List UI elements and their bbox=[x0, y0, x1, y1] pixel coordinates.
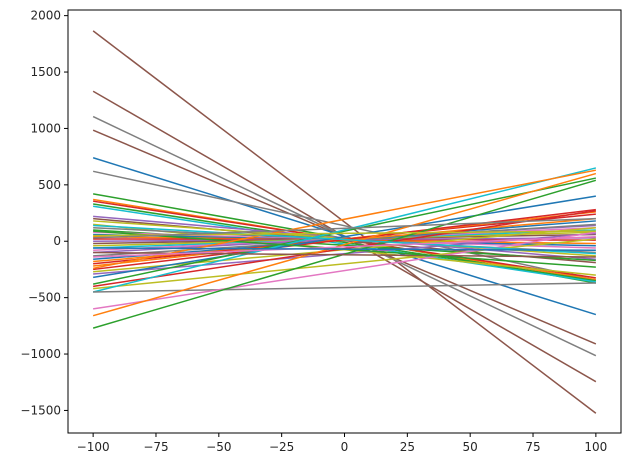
x-tick-label-6: 50 bbox=[463, 440, 478, 454]
x-tick-label-4: 0 bbox=[341, 440, 349, 454]
series-line-9 bbox=[93, 203, 596, 282]
series-layer bbox=[92, 30, 597, 414]
series-line-36 bbox=[92, 177, 597, 285]
x-tick-label-3: −25 bbox=[269, 440, 294, 454]
series-line-47 bbox=[93, 224, 596, 255]
series-line-46 bbox=[92, 169, 597, 270]
series-line-38 bbox=[93, 238, 596, 290]
y-tick-label-5: 1000 bbox=[30, 121, 61, 135]
x-tick-label-1: −75 bbox=[143, 440, 168, 454]
series-line-35 bbox=[93, 195, 596, 279]
x-axis: −100 −75 −50 −25 0 25 50 75 100 bbox=[77, 433, 607, 454]
y-tick-label-6: 1500 bbox=[30, 65, 61, 79]
y-tick-label-4: 500 bbox=[38, 178, 61, 192]
x-tick-label-8: 100 bbox=[584, 440, 607, 454]
y-tick-label-0: −1500 bbox=[20, 403, 61, 417]
y-tick-label-7: 2000 bbox=[30, 9, 61, 23]
series-line-5 bbox=[92, 170, 597, 281]
x-tick-label-5: 25 bbox=[400, 440, 415, 454]
series-line-51 bbox=[93, 217, 596, 239]
x-tick-label-7: 75 bbox=[525, 440, 540, 454]
series-line-50 bbox=[93, 247, 596, 252]
y-tick-label-3: 0 bbox=[53, 234, 61, 248]
series-line-40 bbox=[93, 282, 596, 293]
x-tick-label-2: −50 bbox=[206, 440, 231, 454]
y-axis: −1500 −1000 −500 0 500 1000 1500 2000 bbox=[20, 9, 68, 417]
y-tick-label-1: −1000 bbox=[20, 347, 61, 361]
series-line-42 bbox=[92, 172, 597, 317]
series-line-39 bbox=[92, 167, 597, 293]
x-tick-label-0: −100 bbox=[77, 440, 110, 454]
series-line-0 bbox=[92, 30, 597, 414]
series-line-49 bbox=[93, 235, 596, 258]
series-line-41 bbox=[93, 231, 596, 310]
y-tick-label-2: −500 bbox=[28, 291, 61, 305]
